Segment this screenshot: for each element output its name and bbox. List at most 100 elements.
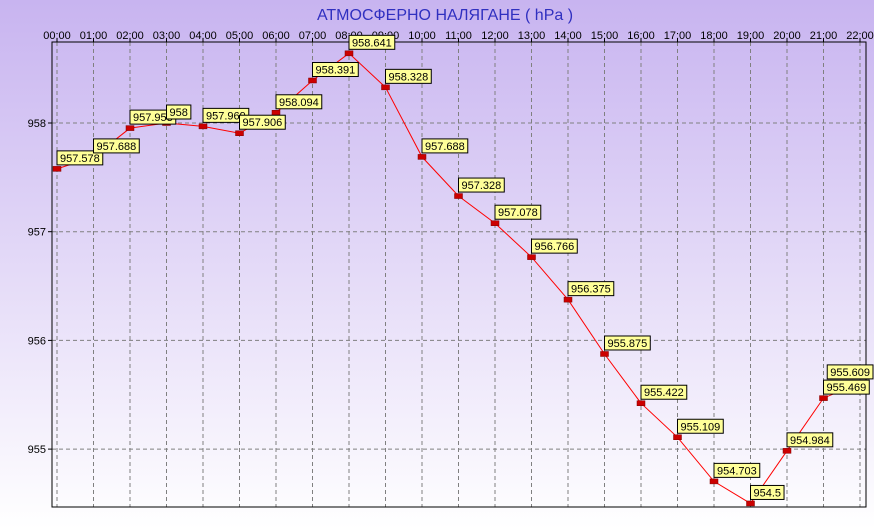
data-marker: [819, 395, 828, 401]
data-marker: [563, 296, 573, 303]
x-tick-label: 11:00: [445, 30, 472, 42]
data-label: 958.641: [348, 34, 396, 50]
data-label-box: [239, 114, 286, 130]
data-label-box: [826, 364, 874, 380]
data-label-box: [786, 432, 834, 448]
data-label-text: 957.328: [462, 180, 502, 192]
data-label-text: 955.109: [681, 421, 721, 433]
data-label: 955.609: [826, 364, 874, 380]
data-label-box: [494, 204, 542, 220]
data-marker: [636, 400, 646, 406]
data-label-box: [93, 138, 140, 154]
data-label: 957.578: [56, 150, 104, 166]
data-label-text: 956.766: [535, 241, 575, 253]
data-marker: [308, 77, 317, 84]
data-label-box: [56, 150, 104, 166]
x-tick-label: 02:00: [116, 30, 144, 42]
data-label: 955.109: [677, 418, 724, 434]
data-label-text: 955.609: [830, 367, 870, 379]
data-label: 956.766: [531, 238, 578, 254]
y-tick-label: 955: [28, 444, 46, 456]
data-label-text: 954.5: [754, 487, 782, 499]
data-marker: [527, 254, 536, 260]
data-label: 958.328: [385, 68, 432, 84]
x-tick-label: 13:00: [518, 30, 546, 42]
data-marker: [198, 123, 208, 130]
data-label: 957.906: [239, 114, 286, 130]
data-label-box: [567, 281, 615, 297]
data-label-text: 957.688: [97, 141, 137, 153]
x-tick-label: 19:00: [737, 30, 765, 42]
data-label-box: [713, 462, 761, 478]
data-label-box: [458, 177, 505, 193]
x-tick-label: 18:00: [700, 30, 728, 42]
data-label-text: 954.984: [790, 435, 830, 447]
data-marker: [673, 434, 682, 441]
data-marker: [417, 154, 427, 160]
x-tick-label: 10:00: [408, 30, 436, 42]
data-label-box: [750, 484, 785, 500]
y-tick-label: 956: [28, 335, 46, 347]
data-marker: [381, 84, 390, 91]
data-marker: [600, 351, 609, 357]
data-marker: [125, 125, 135, 131]
data-label-text: 957.578: [60, 153, 100, 165]
data-label-text: 955.875: [608, 338, 648, 350]
data-label-box: [275, 94, 323, 110]
data-label-text: 954.703: [717, 465, 757, 477]
data-label: 955.875: [604, 335, 651, 351]
data-marker: [271, 110, 281, 116]
data-label: 955.422: [640, 384, 688, 400]
data-label-box: [348, 34, 396, 50]
data-label-text: 955.469: [827, 382, 867, 394]
data-label-text: 958: [170, 107, 188, 119]
x-tick-label: 12:00: [481, 30, 509, 42]
data-label-box: [312, 61, 359, 77]
x-tick-label: 21:00: [810, 30, 838, 42]
y-tick-label: 957: [28, 227, 46, 239]
data-label: 956.375: [567, 281, 615, 297]
x-tick-label: 22:00: [846, 30, 874, 42]
data-label-text: 957.688: [425, 141, 465, 153]
data-label: 954.5: [750, 484, 785, 500]
data-marker: [344, 50, 354, 57]
data-marker: [52, 166, 62, 172]
data-label-text: 956.375: [571, 284, 611, 296]
data-label: 958: [166, 104, 192, 120]
x-tick-label: 17:00: [664, 30, 692, 42]
x-tick-label: 07:00: [299, 30, 327, 42]
data-label: 957.969: [202, 107, 250, 123]
y-tick-label: 958: [28, 118, 46, 130]
data-label-box: [640, 384, 688, 400]
data-label: 954.984: [786, 432, 834, 448]
data-label-text: 957.906: [243, 117, 283, 129]
data-label-text: 958.641: [352, 37, 392, 49]
data-label-text: 958.391: [316, 64, 356, 76]
data-label: 957.688: [421, 138, 469, 154]
x-tick-label: 14:00: [554, 30, 582, 42]
data-marker: [782, 448, 792, 454]
data-label: 954.703: [713, 462, 761, 478]
data-marker: [235, 130, 244, 136]
data-label-box: [823, 379, 870, 395]
data-marker: [746, 500, 755, 507]
data-label: 957.078: [494, 204, 542, 220]
data-label: 955.469: [823, 379, 870, 395]
data-label-text: 957.953: [133, 112, 173, 124]
data-label: 957.688: [93, 138, 140, 154]
data-label-box: [531, 238, 578, 254]
data-label-box: [385, 68, 432, 84]
data-label-text: 958.328: [389, 71, 429, 83]
data-label-text: 957.969: [206, 110, 246, 122]
data-label-text: 957.078: [498, 207, 538, 219]
data-label: 957.953: [129, 109, 177, 125]
data-label-text: 955.422: [644, 387, 684, 399]
chart-title: АТМОСФЕРНО НАЛЯГАНЕ ( hPa ): [317, 7, 573, 24]
x-tick-label: 01:00: [80, 30, 108, 42]
data-label: 958.094: [275, 94, 323, 110]
data-marker: [490, 220, 500, 226]
data-label-box: [421, 138, 469, 154]
